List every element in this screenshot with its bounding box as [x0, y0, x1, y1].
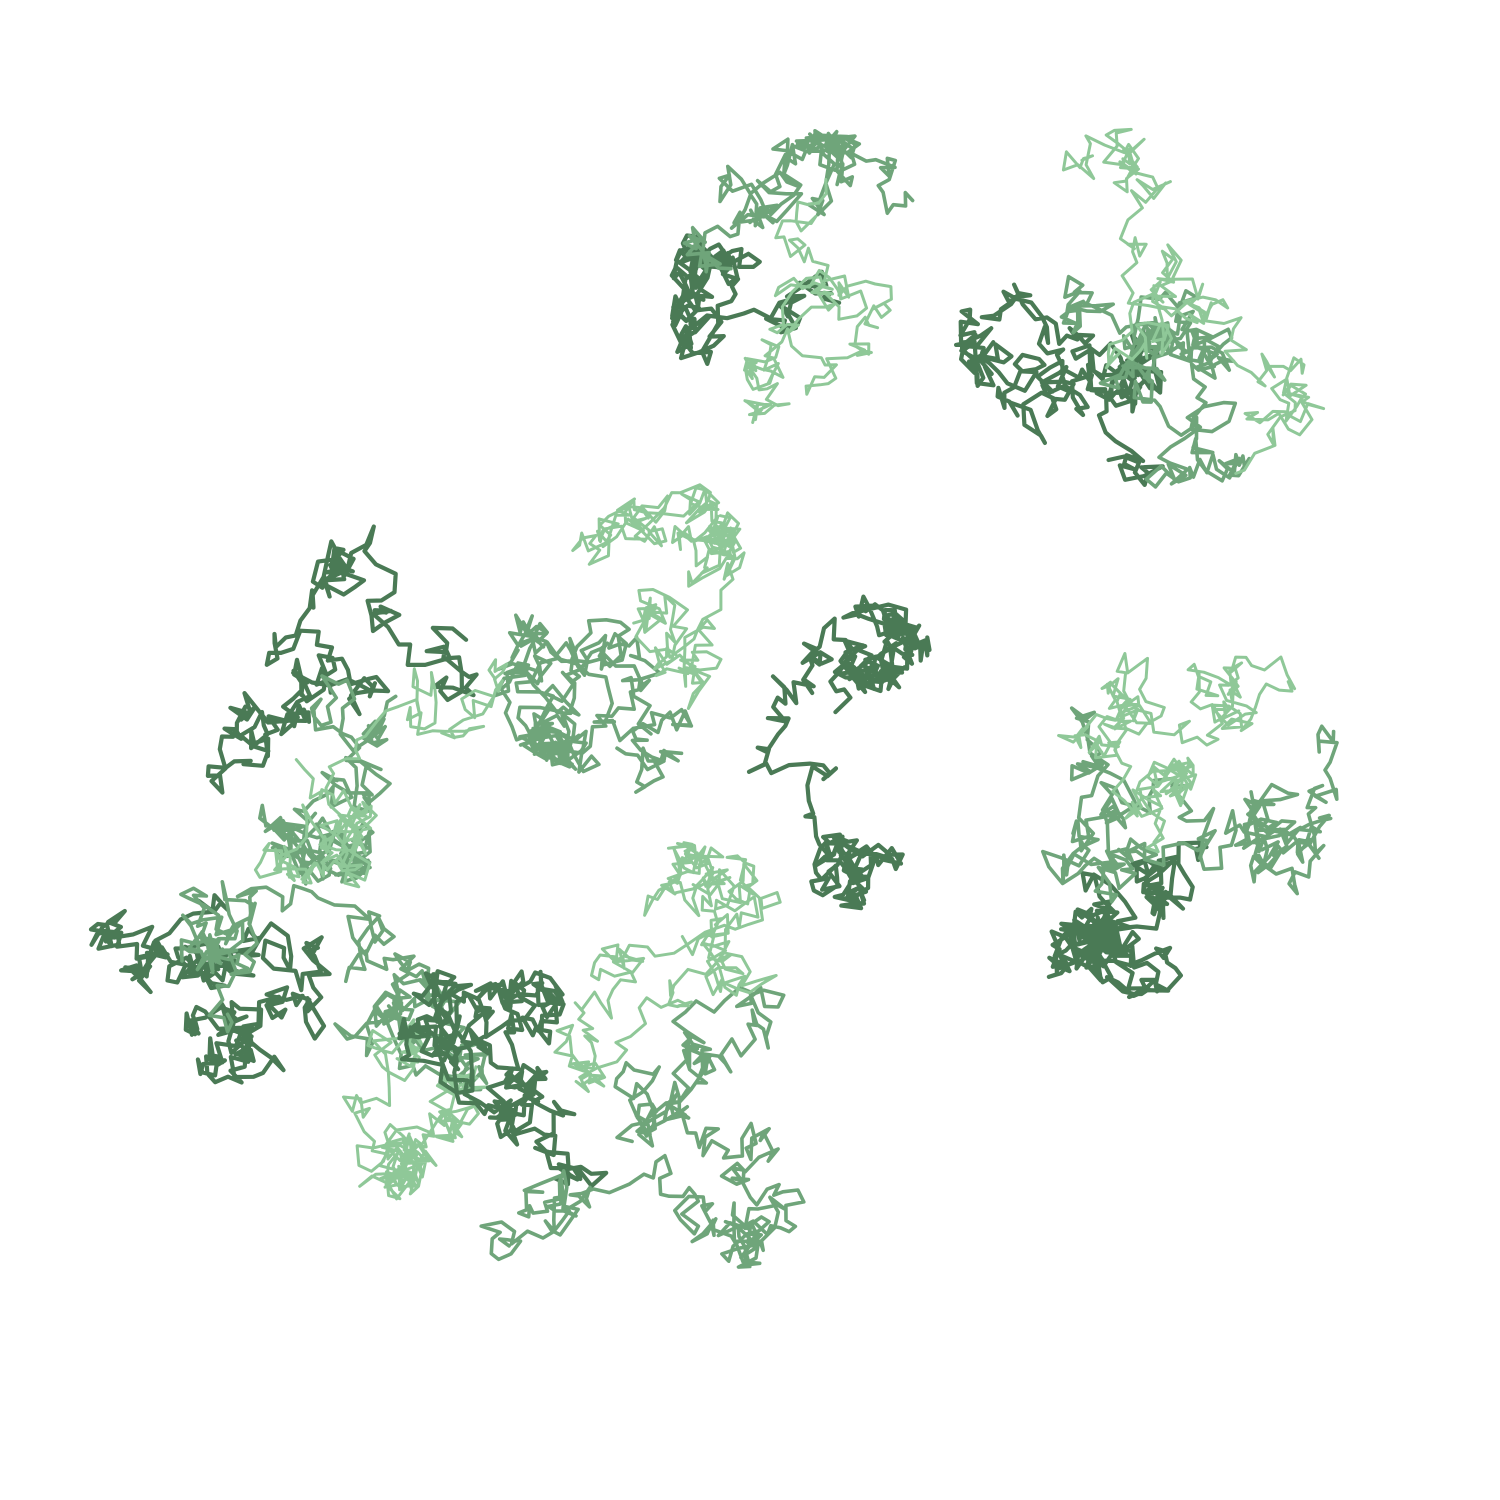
right-middle-lobe: [1041, 652, 1339, 1000]
backbone-trace: [253, 658, 509, 889]
backbone-trace: [669, 233, 842, 366]
upper-right-lobe: [954, 127, 1326, 489]
backbone-trace: [397, 969, 609, 1189]
backbone-trace: [1057, 652, 1297, 854]
backbone-trace: [179, 880, 489, 1092]
backbone-trace: [1061, 127, 1326, 475]
backbone-trace: [682, 129, 915, 274]
bottom-center-lobe: [397, 841, 806, 1269]
backbone-trace: [746, 594, 932, 911]
backbone-trace: [205, 524, 479, 795]
backbone-trace: [571, 483, 746, 710]
backbone-trace: [88, 893, 332, 1085]
left-lower-lobe: [88, 880, 491, 1201]
backbone-trace: [743, 178, 893, 424]
backbone-trace: [492, 613, 694, 794]
upper-center-lobe: [669, 129, 915, 424]
backbone-trace: [1046, 840, 1209, 1000]
backbone-trace: [954, 282, 1165, 487]
backbone-trace: [479, 985, 806, 1269]
backbone-trace: [342, 1018, 491, 1201]
backbone-trace: [553, 841, 782, 1093]
left-upper-lobe: [205, 524, 509, 889]
backbone-trace: [1041, 706, 1339, 904]
central-core: [492, 483, 932, 911]
